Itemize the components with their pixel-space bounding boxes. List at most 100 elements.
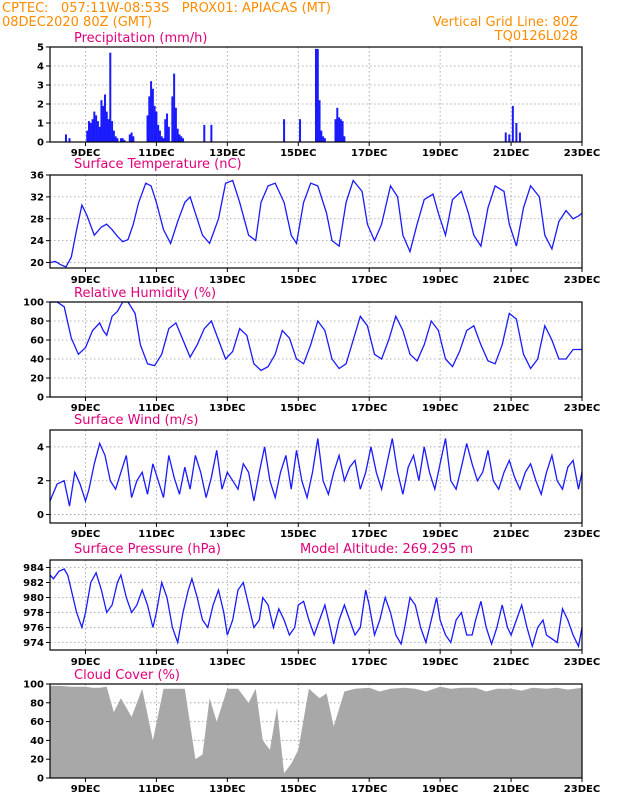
precip-bar xyxy=(174,107,177,142)
wind-title: Surface Wind (m/s) xyxy=(74,413,198,428)
precip-bar xyxy=(504,132,507,142)
rh-ytick-label: 80 xyxy=(30,317,44,328)
precip-bar xyxy=(98,126,101,142)
precip-bar xyxy=(338,117,341,142)
wind-xtick-label: 21DEC xyxy=(493,529,529,540)
precip-ytick-label: 0 xyxy=(37,138,44,149)
precip-bar xyxy=(112,130,115,142)
precip-ytick-label: 4 xyxy=(37,62,44,73)
rh-xtick-label: 19DEC xyxy=(422,403,458,414)
precip-bar xyxy=(96,121,99,142)
wind-ytick-label: 0 xyxy=(37,510,44,521)
precip-bar xyxy=(95,115,98,142)
precip-bar xyxy=(89,123,92,142)
precip-bar xyxy=(119,138,122,142)
rh-xtick-label: 9DEC xyxy=(71,403,100,414)
precip-bar xyxy=(107,119,110,142)
pressure-ytick-label: 984 xyxy=(23,563,44,574)
wind-ytick-label: 4 xyxy=(37,442,44,453)
precip-bar xyxy=(210,124,213,142)
precip-bar xyxy=(132,136,135,142)
rh-xtick-label: 11DEC xyxy=(138,403,174,414)
precip-bar xyxy=(158,130,161,142)
precip-bar xyxy=(151,88,154,142)
cloud-ytick-label: 60 xyxy=(30,717,44,728)
precip-bar xyxy=(299,119,302,142)
precip-bar xyxy=(167,126,170,142)
cloud-xtick-label: 17DEC xyxy=(351,784,387,795)
precip-bar xyxy=(93,111,96,142)
pressure-xtick-label: 23DEC xyxy=(564,657,600,668)
wind-ytick-label: 2 xyxy=(37,476,44,487)
wind-xtick-label: 15DEC xyxy=(280,529,316,540)
precip-bar xyxy=(111,121,114,142)
temp-xtick-label: 11DEC xyxy=(138,275,174,286)
precip-bar xyxy=(123,140,126,142)
rh-frame xyxy=(49,301,583,398)
precip-bar xyxy=(162,138,165,142)
precip-ytick-label: 1 xyxy=(37,119,44,130)
precip-xtick-label: 17DEC xyxy=(351,148,387,159)
cloud-ytick-label: 100 xyxy=(23,680,44,691)
precip-bar xyxy=(160,136,163,142)
precip-title: Precipitation (mm/h) xyxy=(74,31,207,46)
cloud-ytick-label: 40 xyxy=(30,736,44,747)
cloud-panel: Cloud Cover (%) 0 20 40 60 80 100 9DEC 11DEC 13DE… xyxy=(23,668,600,795)
precip-xtick-label: 11DEC xyxy=(138,148,174,159)
precip-bar xyxy=(68,138,71,142)
precip-bar xyxy=(150,81,153,142)
pressure-line xyxy=(49,568,583,649)
precip-bar xyxy=(166,113,169,142)
precip-bar xyxy=(116,138,119,142)
pressure-xtick-label: 13DEC xyxy=(209,657,245,668)
precip-xtick-label: 15DEC xyxy=(280,148,316,159)
precip-bar xyxy=(178,134,181,142)
pressure-ytick-label: 974 xyxy=(23,638,44,649)
rh-line xyxy=(50,301,582,372)
wind-frame xyxy=(49,429,583,524)
precip-bar xyxy=(121,138,124,142)
header-date: 08DEC2020 80Z (GMT) xyxy=(2,15,152,30)
header-line1: CPTEC: 057:11W-08:53S PROX01: APIACAS (M… xyxy=(2,1,331,16)
precip-bar xyxy=(164,119,167,142)
temp-frame xyxy=(49,174,583,269)
precip-bar xyxy=(508,134,511,142)
precip-bar xyxy=(109,52,112,143)
precip-bar xyxy=(176,128,179,142)
cloud-xtick-label: 15DEC xyxy=(280,784,316,795)
rh-panel: Relative Humidity (%) 0 20 40 60 80 100 9DEC 11D… xyxy=(23,286,600,414)
cloud-ytick-label: 20 xyxy=(30,755,44,766)
precip-ytick-label: 3 xyxy=(37,81,44,92)
temp-ytick-label: 28 xyxy=(30,214,44,225)
temp-xtick-label: 21DEC xyxy=(493,275,529,286)
wind-xtick-label: 13DEC xyxy=(209,529,245,540)
precip-bar xyxy=(515,123,518,142)
precip-bar xyxy=(318,100,321,142)
precip-bar xyxy=(153,105,156,142)
precip-bar xyxy=(86,130,89,142)
precip-bar xyxy=(148,96,151,142)
precip-bar xyxy=(320,130,323,142)
precip-bar xyxy=(128,134,131,142)
precip-ytick-label: 2 xyxy=(37,100,44,111)
precip-bar xyxy=(64,134,67,142)
rh-xtick-label: 21DEC xyxy=(493,403,529,414)
pressure-xtick-label: 11DEC xyxy=(138,657,174,668)
precip-bar xyxy=(171,96,174,142)
precip-bar xyxy=(339,119,342,142)
pressure-title: Surface Pressure (hPa) xyxy=(74,542,221,557)
temp-panel: Surface Temperature (nC) 20 24 28 32 36 9DEC 11… xyxy=(30,157,600,286)
precip-bar xyxy=(100,100,103,142)
temp-xtick-label: 9DEC xyxy=(71,275,100,286)
wind-xtick-label: 9DEC xyxy=(71,529,100,540)
precip-bar xyxy=(343,136,346,142)
precip-bar xyxy=(105,111,108,142)
precip-bar xyxy=(511,105,514,142)
pressure-panel: Surface Pressure (hPa) Model Altitude: 26… xyxy=(23,542,600,668)
rh-ytick-label: 60 xyxy=(30,336,44,347)
pressure-xtick-label: 15DEC xyxy=(280,657,316,668)
cloud-xtick-label: 11DEC xyxy=(138,784,174,795)
temp-xtick-label: 19DEC xyxy=(422,275,458,286)
precip-bar xyxy=(173,73,176,142)
